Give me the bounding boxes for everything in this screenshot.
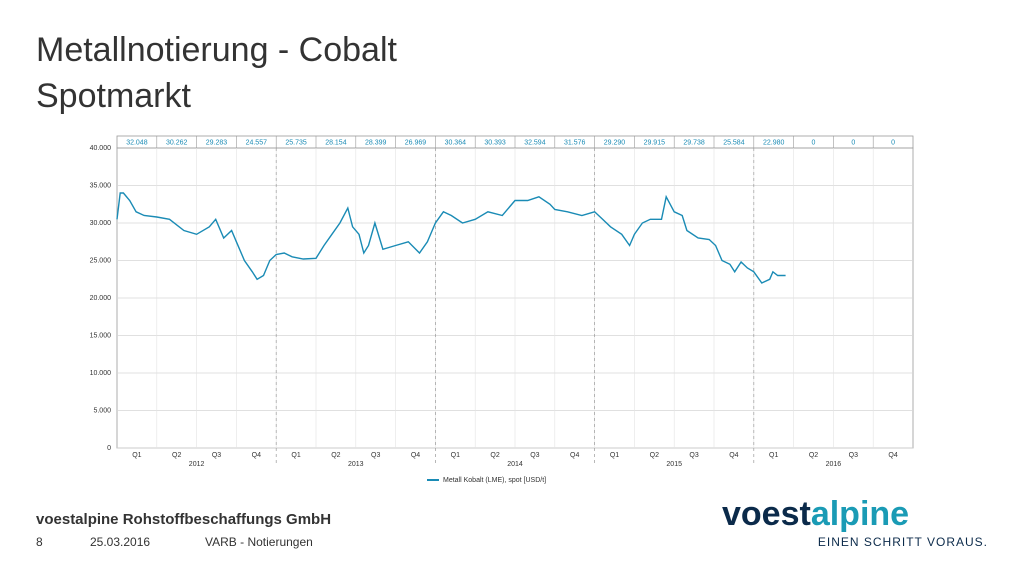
y-tick-label: 30.000 <box>90 220 112 227</box>
quarter-average: 30.393 <box>484 139 506 146</box>
year-label: 2012 <box>189 461 205 468</box>
quarter-average: 28.154 <box>325 139 347 146</box>
year-label: 2015 <box>666 461 682 468</box>
quarter-average: 0 <box>812 139 816 146</box>
quarter-average: 29.290 <box>604 139 626 146</box>
y-tick-label: 25.000 <box>90 257 112 264</box>
x-tick-label: Q2 <box>331 452 340 459</box>
quarter-average: 22.980 <box>763 139 785 146</box>
quarter-average: 25.735 <box>285 139 307 146</box>
x-tick-label: Q1 <box>769 452 778 459</box>
x-tick-label: Q1 <box>451 452 460 459</box>
y-tick-label: 15.000 <box>90 332 112 339</box>
title-line: Spotmarkt <box>36 77 191 115</box>
footer-page: 8 <box>36 535 43 549</box>
x-tick-label: Q4 <box>252 452 261 459</box>
x-tick-label: Q3 <box>689 452 698 459</box>
y-tick-label: 0 <box>107 445 111 452</box>
x-tick-label: Q1 <box>291 452 300 459</box>
quarter-average: 28.399 <box>365 139 387 146</box>
quarter-average: 29.283 <box>206 139 228 146</box>
x-tick-label: Q2 <box>490 452 499 459</box>
x-tick-label: Q2 <box>809 452 818 459</box>
legend-label: Metall Kobalt (LME), spot [USD/t] <box>443 477 546 484</box>
y-tick-label: 10.000 <box>90 370 112 377</box>
x-tick-label: Q3 <box>849 452 858 459</box>
y-tick-label: 35.000 <box>90 182 112 189</box>
x-tick-label: Q4 <box>411 452 420 459</box>
title-line: Metallnotierung - Cobalt <box>36 31 398 69</box>
series-line <box>116 192 786 284</box>
y-tick-label: 5.000 <box>93 407 111 414</box>
quarter-average: 29.915 <box>644 139 666 146</box>
y-tick-label: 20.000 <box>90 295 112 302</box>
quarter-average: 30.262 <box>166 139 188 146</box>
x-tick-label: Q3 <box>371 452 380 459</box>
quarter-average: 24.557 <box>246 139 268 146</box>
logo-slogan: EINEN SCHRITT VORAUS. <box>818 535 988 549</box>
quarter-average: 32.048 <box>126 139 148 146</box>
x-tick-label: Q2 <box>650 452 659 459</box>
quarter-average: 25.584 <box>723 139 745 146</box>
quarter-average: 30.364 <box>445 139 467 146</box>
logo-part: voest <box>722 495 811 533</box>
x-tick-label: Q1 <box>132 452 141 459</box>
x-tick-label: Q3 <box>212 452 221 459</box>
y-tick-label: 40.000 <box>90 145 112 152</box>
quarter-average: 31.576 <box>564 139 586 146</box>
logo: voestalpine <box>722 495 909 533</box>
x-tick-label: Q4 <box>729 452 738 459</box>
year-label: 2013 <box>348 461 364 468</box>
quarter-average: 29.738 <box>683 139 705 146</box>
quarter-average: 26.969 <box>405 139 427 146</box>
footer-date: 25.03.2016 <box>90 535 150 549</box>
year-label: 2016 <box>826 461 842 468</box>
x-tick-label: Q1 <box>610 452 619 459</box>
logo-part: alpine <box>811 495 909 533</box>
quarter-average: 0 <box>851 139 855 146</box>
chart: 0 5.000 10.000 15.000 20.000 25.000 30.000 35.0… <box>90 135 914 484</box>
footer-section: VARB - Notierungen <box>205 535 313 549</box>
quarter-average: 0 <box>891 139 895 146</box>
year-label: 2014 <box>507 461 523 468</box>
quarter-average: 32.594 <box>524 139 546 146</box>
x-tick-label: Q3 <box>530 452 539 459</box>
x-tick-label: Q2 <box>172 452 181 459</box>
x-tick-label: Q4 <box>888 452 897 459</box>
x-tick-label: Q4 <box>570 452 579 459</box>
footer-company: voestalpine Rohstoffbeschaffungs GmbH <box>36 511 331 528</box>
